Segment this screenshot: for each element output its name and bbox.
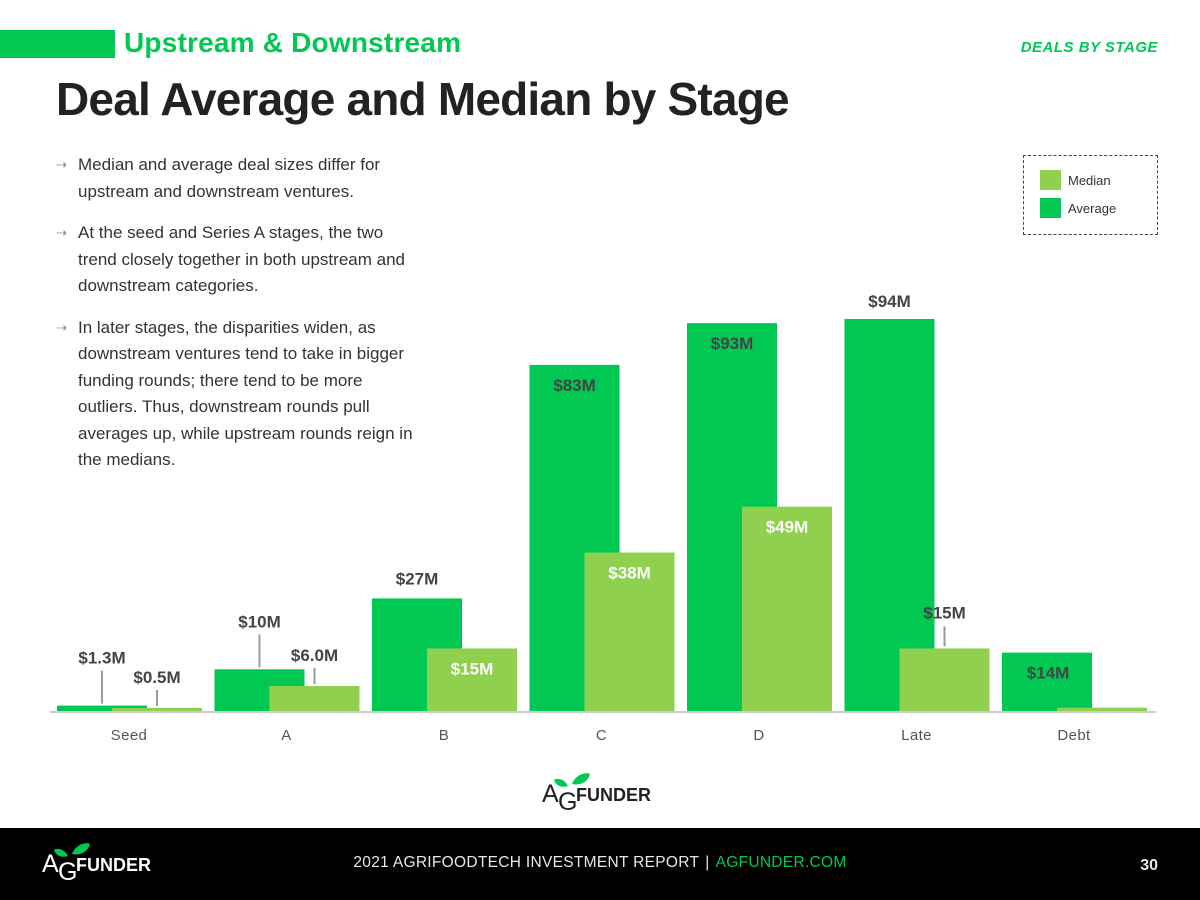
dotted-arrow-icon: ⇢ (56, 157, 67, 172)
bullet-text: Median and average deal sizes differ for… (78, 155, 381, 201)
bar-median-seed (112, 708, 202, 711)
x-tick-label: A (281, 727, 291, 744)
bar-median-d (742, 506, 832, 711)
bar-median-c (584, 552, 675, 711)
footer-report-title: 2021 AGRIFOODTECH INVESTMENT REPORT (353, 854, 700, 871)
x-tick-label: Seed (111, 727, 148, 744)
bar-chart: Seed $1.3M $0.5M A $10M $6.0M B $27M $15M C $83M $3… (50, 292, 1156, 744)
logo-g: G (558, 788, 577, 816)
footer-separator: | (705, 854, 710, 871)
data-label-average: $94M (868, 292, 911, 311)
section-tag: DEALS BY STAGE (1020, 39, 1158, 56)
legend-swatch-average (1040, 198, 1061, 218)
dotted-arrow-icon: ⇢ (56, 225, 67, 240)
data-label-median: $49M (766, 518, 809, 537)
legend-label-average: Average (1068, 200, 1117, 216)
x-tick-label: B (439, 727, 449, 744)
data-label-median: $0.5M (133, 668, 180, 687)
footer-url-link[interactable]: AGFUNDER.COM (715, 854, 847, 871)
data-label-median: $15M (451, 659, 494, 678)
bar-median-a (269, 685, 360, 711)
legend-label-median: Median (1068, 172, 1111, 188)
legend-item-median: Median (1040, 170, 1111, 190)
svg-text:G: G (58, 858, 77, 886)
footer-logo: A G FUNDER (42, 843, 151, 886)
bar-median-late (899, 648, 990, 711)
legend-swatch-median (1040, 170, 1061, 190)
data-label-average: $1.3M (78, 649, 125, 668)
bar-median-debt (1057, 707, 1147, 711)
data-label-average: $83M (553, 376, 596, 395)
svg-text:FUNDER: FUNDER (76, 855, 151, 875)
logo-a: A (542, 780, 559, 808)
leaf-icon (72, 843, 90, 855)
svg-text:A: A (42, 850, 59, 878)
bullet-text: At the seed and Series A stages, the two… (78, 223, 405, 295)
x-tick-label: C (596, 727, 607, 744)
data-label-median: $6.0M (291, 646, 338, 665)
x-tick-label: D (753, 727, 764, 744)
bar-average-seed (57, 705, 147, 711)
x-tick-label: Late (901, 727, 932, 744)
data-label-median: $15M (923, 603, 966, 622)
accent-bar (0, 30, 115, 58)
logo-funder: FUNDER (576, 785, 651, 805)
page-number: 30 (1140, 857, 1158, 874)
data-label-average: $27M (396, 569, 439, 588)
bullet-text: In later stages, the disparities widen, … (78, 317, 413, 470)
data-label-average: $14M (1027, 664, 1070, 683)
section-subtitle: Upstream & Downstream (124, 27, 462, 58)
bullet-list: ⇢ Median and average deal sizes differ f… (56, 152, 416, 489)
data-label-average: $10M (238, 612, 281, 631)
bar-average-late (844, 319, 935, 711)
data-label-average: $93M (711, 334, 754, 353)
footer: A G FUNDER 2021 AGRIFOODTECH INVESTMENT … (0, 828, 1200, 900)
bullet-item: ⇢ At the seed and Series A stages, the t… (56, 220, 416, 300)
bullet-item: ⇢ Median and average deal sizes differ f… (56, 152, 416, 205)
bar-average-debt (1002, 652, 1092, 711)
dotted-arrow-icon: ⇢ (56, 319, 67, 335)
bar-median-b (427, 648, 517, 711)
footer-report-line: 2021 AGRIFOODTECH INVESTMENT REPORT | AGFU… (0, 854, 1200, 872)
data-label-median: $38M (608, 564, 651, 583)
chart-legend: Median Average (1023, 155, 1158, 235)
legend-item-average: Average (1040, 198, 1116, 218)
bullet-item: ⇢ In later stages, the disparities widen… (56, 315, 416, 474)
leaf-icon (572, 773, 590, 785)
page-title: Deal Average and Median by Stage (56, 73, 790, 125)
agfunder-logo: A G FUNDER (542, 773, 651, 816)
x-tick-label: Debt (1057, 727, 1091, 744)
